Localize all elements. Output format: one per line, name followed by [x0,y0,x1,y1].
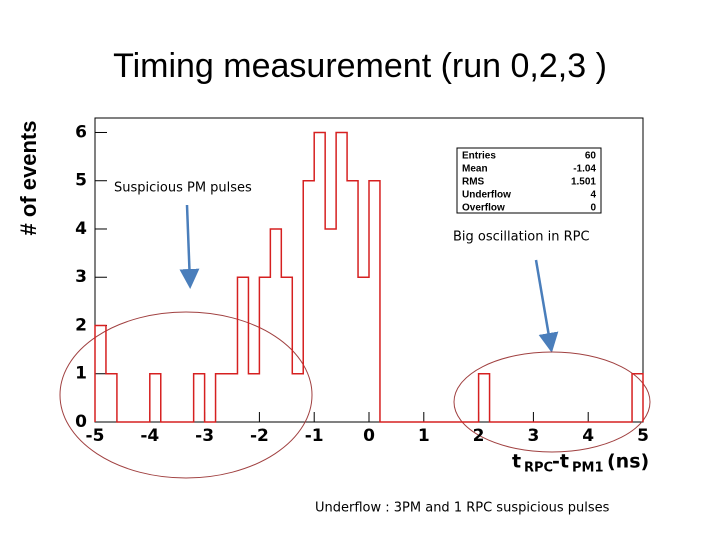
bar [479,374,490,422]
histogram-outline [94,131,644,423]
x-label-unit: (ns) [607,451,649,473]
x-tick-label: -4 [140,426,159,446]
x-tick-label: 5 [637,426,649,446]
bar [259,277,270,422]
y-axis-label: # of events [16,121,41,236]
annotation: Suspicious PM pulses [114,181,252,196]
bar [194,374,205,422]
bar [292,374,303,422]
x-label-sub: PM1 [572,461,604,476]
y-tick-label: 3 [75,267,87,287]
annotation: Underflow : 3PM and 1 RPC suspicious pul… [315,501,610,516]
bar [270,229,281,422]
chart-title: Timing measurement (run 0,2,3 ) [113,47,607,85]
x-tick-label: -2 [250,426,269,446]
stats-key: Underflow [462,190,511,201]
y-tick-label: 1 [75,364,87,384]
bar [227,374,238,422]
x-tick-label: -3 [195,426,214,446]
arrow [179,204,200,289]
bar [347,181,358,422]
bar [325,229,336,422]
stats-value: 60 [585,151,597,162]
stats-box: Entries 60 Mean -1.04 RMS 1.501 Underflow 4 Over… [456,147,602,214]
y-tick-label: 6 [75,122,87,142]
x-tick-label: 4 [582,426,594,446]
x-label-t: t [512,451,521,473]
y-tick-label: 5 [75,171,87,191]
bar [248,374,259,422]
stats-value: 0 [590,203,596,214]
bar [106,374,117,422]
bar [281,277,292,422]
bar [369,181,380,422]
bar [632,374,643,422]
stats-value: 1.501 [571,177,596,188]
annotation: Big oscillation in RPC [453,230,590,245]
bar [237,277,248,422]
bar [336,132,347,422]
highlight-ellipse [453,351,651,453]
x-label-t: -t [552,451,569,473]
x-tick-label: 1 [418,426,430,446]
highlight-ellipse [59,311,313,479]
bar [358,277,369,422]
x-tick-label: 3 [527,426,539,446]
stats-key: Overflow [462,203,505,214]
bar [95,325,106,422]
y-tick-label: 4 [75,219,87,239]
stats-value: -1.04 [573,164,596,175]
stats-key: Entries [462,151,496,162]
stats-key: Mean [462,164,488,175]
stats-value: 4 [590,190,596,201]
bar [216,374,227,422]
x-axis-label: t RPC -t PM1 (ns) [512,451,649,476]
bar [303,181,314,422]
x-label-sub: RPC [524,461,553,476]
stats-frame [456,147,602,214]
y-tick-label: 2 [75,315,87,335]
x-tick-label: -1 [305,426,324,446]
y-tick-label: 0 [75,412,87,432]
stats-key: RMS [462,177,485,188]
x-tick-label: 2 [473,426,485,446]
x-tick-label: -5 [86,426,105,446]
bar [314,132,325,422]
arrow [534,259,559,353]
x-tick-label: 0 [363,426,375,446]
bar [150,374,161,422]
